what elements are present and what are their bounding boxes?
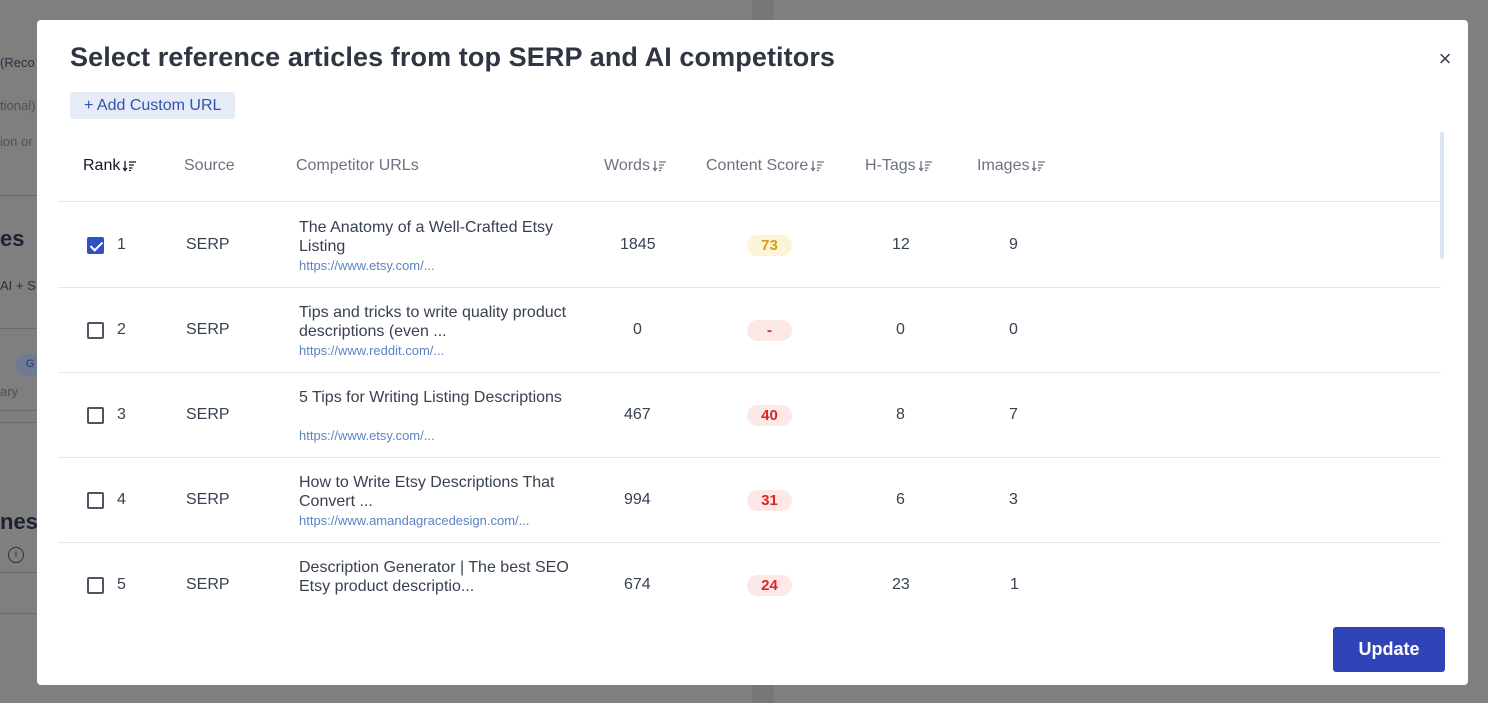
table-row[interactable]: 5 SERP Description Generator | The best … xyxy=(58,543,1441,628)
sort-descending-icon xyxy=(918,160,932,172)
column-header-label: H-Tags xyxy=(865,157,916,174)
table-row[interactable]: 2 SERP Tips and tricks to write quality … xyxy=(58,288,1441,373)
h-tags-value: 6 xyxy=(896,491,905,508)
add-custom-url-button[interactable]: + Add Custom URL xyxy=(70,92,236,119)
background-divider-line xyxy=(0,422,37,423)
article-title: 5 Tips for Writing Listing Descriptions xyxy=(299,389,562,406)
column-header-content-score[interactable]: Content Score xyxy=(706,157,825,175)
reference-articles-modal: Select reference articles from top SERP … xyxy=(37,20,1468,685)
rank-value: 5 xyxy=(117,576,126,593)
images-value: 3 xyxy=(1009,491,1018,508)
words-value: 1845 xyxy=(620,236,656,253)
h-tags-value: 8 xyxy=(896,406,905,423)
background-fragment: ion or xyxy=(0,134,33,149)
words-value: 467 xyxy=(624,406,651,423)
column-header-words[interactable]: Words xyxy=(604,157,667,175)
column-header-h-tags[interactable]: H-Tags xyxy=(865,157,933,175)
background-fragment: tional) xyxy=(0,98,36,113)
article-url-link[interactable]: https://www.reddit.com/... xyxy=(299,343,445,358)
content-score-badge: 31 xyxy=(747,490,792,511)
images-value: 0 xyxy=(1009,321,1018,338)
info-icon: i xyxy=(8,547,24,563)
table-header: Rank Source Competitor URLs Words Conten… xyxy=(58,132,1441,202)
update-button[interactable]: Update xyxy=(1333,627,1445,672)
background-divider-line xyxy=(0,613,37,614)
images-value: 1 xyxy=(1010,576,1019,593)
article-url-link[interactable]: https://www.amandagracedesign.com/... xyxy=(299,513,530,528)
content-score-badge: 40 xyxy=(747,405,792,426)
close-icon[interactable]: × xyxy=(1438,46,1452,71)
column-header-rank[interactable]: Rank xyxy=(83,157,137,175)
sort-descending-icon xyxy=(1032,160,1046,172)
content-score-badge: 24 xyxy=(747,575,792,596)
source-value: SERP xyxy=(186,406,230,423)
column-header-images[interactable]: Images xyxy=(977,157,1046,175)
images-value: 9 xyxy=(1009,236,1018,253)
background-fragment: es xyxy=(0,226,25,251)
content-score-badge: - xyxy=(747,320,792,341)
table-row[interactable]: 3 SERP 5 Tips for Writing Listing Descri… xyxy=(58,373,1441,458)
column-header-label: Content Score xyxy=(706,157,809,174)
background-divider-line xyxy=(0,328,37,329)
table-row[interactable]: 4 SERP How to Write Etsy Descriptions Th… xyxy=(58,458,1441,543)
words-value: 674 xyxy=(624,576,651,593)
article-url-link[interactable]: https://www.etsy.com/... xyxy=(299,258,435,273)
content-score-badge: 73 xyxy=(747,235,792,256)
row-select-checkbox[interactable] xyxy=(87,492,104,509)
rank-value: 1 xyxy=(117,236,126,253)
source-value: SERP xyxy=(186,321,230,338)
article-title: Description Generator | The best SEO Ets… xyxy=(299,559,569,595)
source-value: SERP xyxy=(186,576,230,593)
background-divider-line xyxy=(0,410,37,411)
words-value: 994 xyxy=(624,491,651,508)
row-select-checkbox[interactable] xyxy=(87,407,104,424)
column-header-source: Source xyxy=(184,157,235,174)
background-fragment: nes xyxy=(0,509,38,534)
sort-descending-icon xyxy=(123,160,137,172)
table-row[interactable]: 1 SERP The Anatomy of a Well-Crafted Ets… xyxy=(58,203,1441,288)
h-tags-value: 23 xyxy=(892,576,910,593)
background-divider-line xyxy=(0,195,37,196)
background-fragment: ary xyxy=(0,384,19,399)
column-header-label: Rank xyxy=(83,157,121,174)
source-value: SERP xyxy=(186,236,230,253)
article-title: Tips and tricks to write quality product… xyxy=(299,304,567,340)
words-value: 0 xyxy=(633,321,642,338)
rank-value: 4 xyxy=(117,491,126,508)
rank-value: 3 xyxy=(117,406,126,423)
background-fragment: AI + S xyxy=(0,278,36,293)
sort-descending-icon xyxy=(652,160,666,172)
article-title: How to Write Etsy Descriptions That Conv… xyxy=(299,474,555,510)
column-header-competitor-urls: Competitor URLs xyxy=(296,157,419,174)
images-value: 7 xyxy=(1009,406,1018,423)
h-tags-value: 0 xyxy=(896,321,905,338)
table-scrollbar[interactable] xyxy=(1440,132,1444,259)
article-url-link[interactable]: https://www.etsy.com/... xyxy=(299,428,435,443)
column-header-label: Images xyxy=(977,157,1030,174)
column-header-label: Words xyxy=(604,157,650,174)
rank-value: 2 xyxy=(117,321,126,338)
row-select-checkbox[interactable] xyxy=(87,577,104,594)
article-title: The Anatomy of a Well-Crafted Etsy Listi… xyxy=(299,219,554,255)
modal-title: Select reference articles from top SERP … xyxy=(70,42,836,72)
row-select-checkbox[interactable] xyxy=(87,237,104,254)
h-tags-value: 12 xyxy=(892,236,910,253)
background-fragment: (Reco xyxy=(0,55,35,70)
sort-descending-icon xyxy=(811,160,825,172)
source-value: SERP xyxy=(186,491,230,508)
background-divider-line xyxy=(0,572,37,573)
row-select-checkbox[interactable] xyxy=(87,322,104,339)
